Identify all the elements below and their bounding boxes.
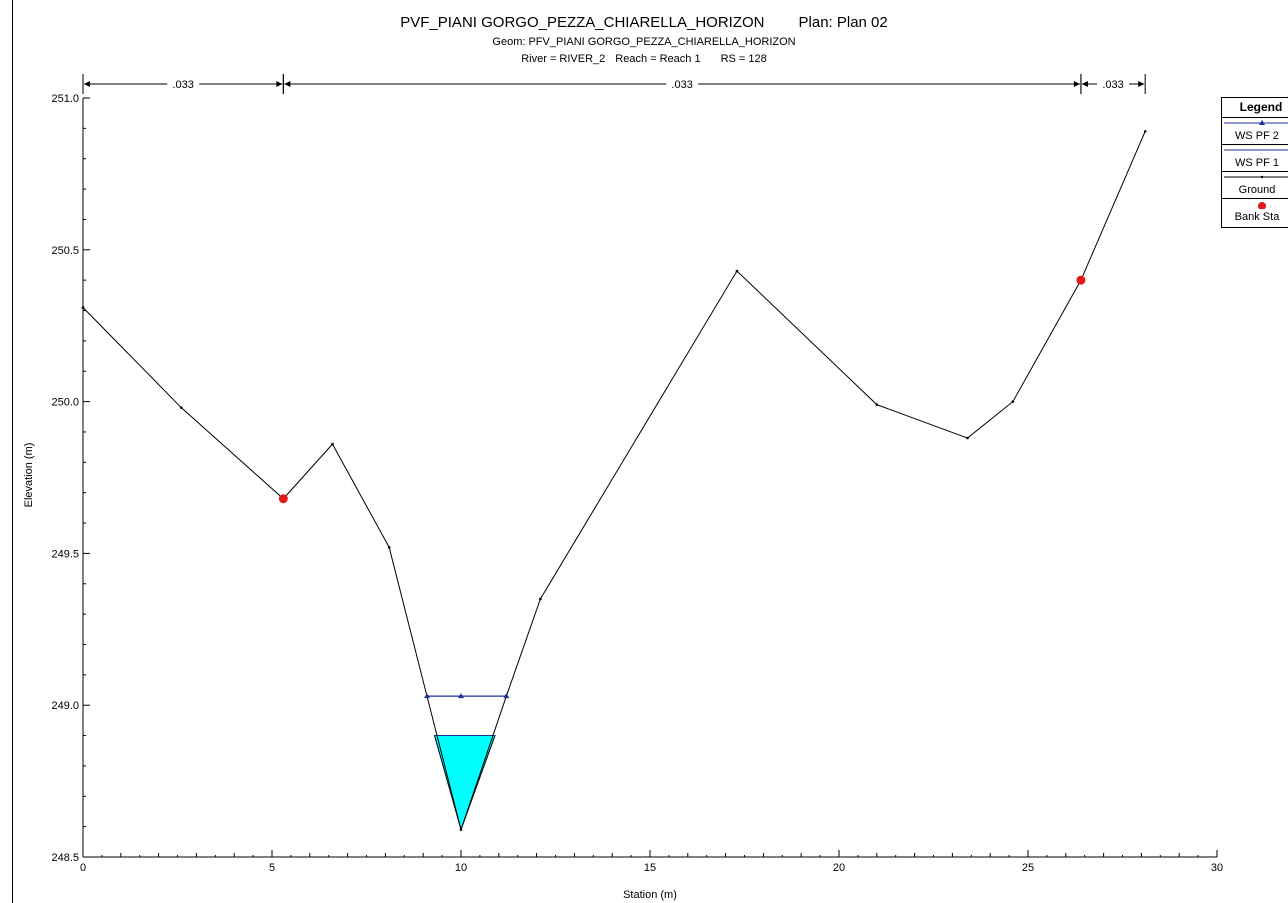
ground-point	[966, 436, 969, 440]
manning-arrow	[276, 81, 283, 87]
y-tick-label: 250.5	[51, 245, 79, 257]
ws-pf1-area	[433, 735, 496, 832]
title-project: PVF_PIANI GORGO_PEZZA_CHIARELLA_HORIZON	[400, 14, 765, 31]
y-tick-label: 248.5	[51, 852, 79, 864]
subtitle-rs: RS = 128	[720, 53, 767, 65]
bank-station-marker	[1076, 275, 1086, 285]
ground-symbol-icon	[1224, 175, 1288, 179]
legend-item-ground: Ground	[1222, 172, 1288, 199]
ws-pf2-marker	[458, 693, 464, 699]
x-axis-label: Station (m)	[623, 889, 677, 901]
ground-point	[875, 403, 879, 406]
legend-label-ws-pf1: WS PF 1	[1234, 157, 1279, 169]
legend: Legend WS PF 2 WS PF 1 Ground Bank Sta	[1221, 97, 1288, 228]
chart-subtitle-geom: Geom: PFV_PIANI GORGO_PEZZA_CHIARELLA_HO…	[492, 36, 796, 48]
chart-title: PVF_PIANI GORGO_PEZZA_CHIARELLA_HORIZON P…	[0, 14, 1288, 31]
subtitle-reach: Reach = Reach 1	[615, 53, 701, 65]
manning-arrow	[1081, 81, 1088, 87]
title-plan: Plan: Plan 02	[798, 14, 888, 31]
manning-arrow	[1073, 81, 1080, 87]
x-tick-label: 0	[80, 862, 86, 874]
manning-n-label: .033	[671, 79, 692, 91]
ws-pf2-symbol-icon	[1224, 120, 1288, 125]
bank-station-marker	[278, 494, 288, 504]
manning-arrow	[1138, 81, 1145, 87]
y-tick-label: 250.0	[51, 397, 79, 409]
manning-arrow	[84, 81, 90, 87]
ground-point	[331, 442, 334, 446]
manning-n-bar: .033 .033 .033	[82, 74, 1146, 94]
ground-line	[82, 131, 1146, 832]
legend-item-ws-pf2: WS PF 2	[1222, 118, 1288, 145]
axes: 0 5 10 15 20 25 30 248.5 249.0 249.5 250.0 250.5 251…	[51, 93, 1223, 874]
y-tick-label: 249.0	[51, 700, 79, 712]
ground-point	[1011, 400, 1015, 403]
legend-item-bank-sta: Bank Sta	[1222, 199, 1288, 227]
chart-subtitle-reach: River = RIVER_2 Reach = Reach 1 RS = 128	[0, 53, 1288, 65]
manning-n-label: .033	[172, 79, 193, 91]
ground-point	[735, 269, 739, 273]
y-tick-label: 251.0	[51, 93, 79, 105]
ws-pf1-symbol-icon	[1224, 149, 1288, 151]
legend-title: Legend	[1222, 98, 1288, 118]
legend-label-ws-pf2: WS PF 2	[1234, 130, 1279, 142]
y-axis-label: Elevation (m)	[23, 443, 35, 508]
ground-point	[81, 306, 85, 309]
manning-n-label: .033	[1102, 79, 1123, 91]
x-tick-label: 20	[833, 862, 845, 874]
ground-point	[459, 828, 463, 831]
x-tick-label: 5	[269, 862, 275, 874]
manning-arrow	[284, 81, 291, 87]
subtitle-river: River = RIVER_2	[521, 53, 606, 65]
series-layer	[81, 130, 1147, 832]
y-tick-label: 249.5	[51, 548, 79, 560]
ground-point	[179, 406, 183, 409]
x-tick-label: 30	[1211, 862, 1223, 874]
ground-point	[387, 546, 391, 549]
legend-item-ws-pf1: WS PF 1	[1222, 145, 1288, 172]
chart-frame	[12, 0, 1288, 903]
x-tick-label: 25	[1022, 862, 1034, 874]
bank-sta-symbol-icon	[1258, 202, 1266, 209]
x-tick-label: 15	[644, 862, 656, 874]
ws-pf2-marker	[423, 693, 430, 699]
x-tick-label: 10	[455, 862, 467, 874]
ground-point	[539, 597, 542, 601]
legend-label-ground: Ground	[1238, 184, 1276, 196]
ws-pf2-marker	[503, 693, 510, 699]
ground-point	[1143, 130, 1147, 133]
legend-label-bank-sta: Bank Sta	[1234, 211, 1280, 223]
